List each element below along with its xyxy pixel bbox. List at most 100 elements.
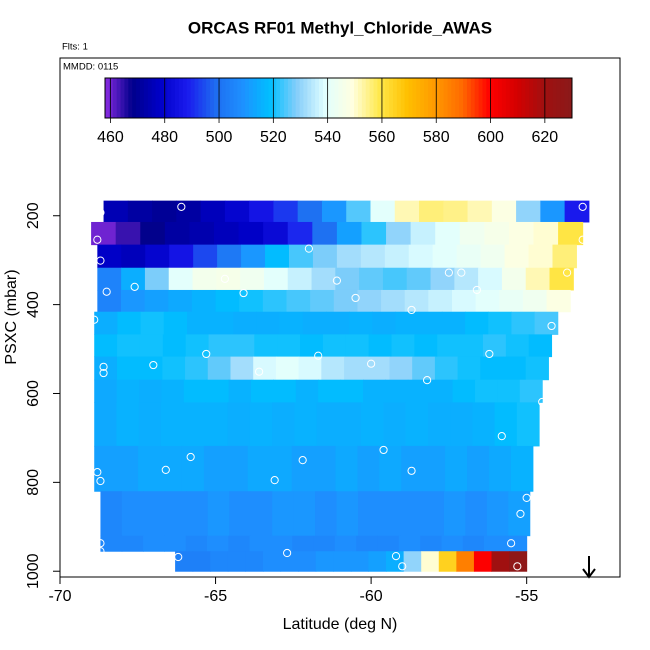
sample-point [457,268,466,277]
heat-cell [127,200,153,223]
sample-point [96,547,105,556]
colorbar-swatch [400,78,406,118]
heat-cell [357,289,382,313]
colorbar-swatch [455,78,460,118]
heat-cell [225,445,249,492]
heat-cell [534,311,559,335]
heat-cell [422,491,445,537]
heat-cell [491,551,510,572]
heat-cell [298,356,322,381]
heat-cell [116,356,141,381]
colorbar-swatch [342,78,347,118]
sample-point [423,376,432,385]
colorbar-swatch [396,78,402,118]
colorbar-swatch [521,78,526,118]
colorbar-swatch [151,78,157,118]
heat-cell [249,535,272,552]
sample-point [304,244,313,253]
heat-cell [245,551,264,572]
colorbar-swatch [128,78,133,118]
heat-cell [430,267,455,291]
heat-cell [97,267,122,291]
arrow [582,556,596,579]
heat-cell [313,445,336,492]
heat-cell [272,491,295,537]
heat-cell [384,244,410,269]
heat-cell [423,445,446,492]
heat-cell [499,289,524,313]
heat-cell [383,402,407,447]
heat-cell [552,244,577,269]
sample-point [563,268,572,277]
colorbar-swatch [451,78,456,118]
heat-cell [484,535,506,552]
colorbar-tick-label: 500 [206,129,233,146]
heat-cell [297,200,323,223]
colorbar-tick-label: 600 [477,129,504,146]
heat-cell [465,491,488,537]
heat-cell [160,445,183,492]
sample-point [161,465,170,475]
colorbar-swatch [264,78,269,118]
colorbar-swatch [509,78,515,118]
heat-cell [379,445,402,492]
heat-cell [163,311,188,335]
colorbar-swatch [124,78,129,118]
heat-cell [467,200,493,223]
heat-cell [192,267,217,291]
colorbar-swatch [241,78,246,118]
colorbar-swatch [171,78,176,118]
heat-cell [475,289,500,313]
y-tick-label: 800 [25,469,42,496]
heat-cell [385,379,409,403]
heat-cell [229,491,252,537]
colorbar-swatch [276,78,281,118]
sample-point [578,202,587,211]
heat-cell [203,445,227,492]
colorbar-swatch [319,78,324,118]
colorbar-swatch [190,78,196,118]
colorbar-swatch [245,78,250,118]
colorbar-swatch [431,78,437,118]
sample-point [99,362,108,371]
heat-cell [94,402,117,447]
heat-cell [230,356,254,381]
heat-cell [138,402,162,447]
heat-cell [286,289,311,313]
heat-cell [145,244,170,269]
heat-cell [546,289,571,313]
heat-cell [273,200,299,223]
colorbar-swatch [272,78,277,118]
heat-cell [359,267,384,291]
heat-cell [441,535,464,552]
colorbar-swatch [206,78,211,118]
heat-cell [189,221,215,246]
colorbar-swatch [198,78,203,118]
heat-cell [326,311,350,335]
heat-cell [340,379,364,403]
sample-point [538,397,547,407]
heat-cell [478,267,503,291]
sample-point [391,552,401,561]
heat-cell [94,445,117,492]
colorbar-swatch [552,78,557,118]
heat-cell [287,267,313,291]
heat-cell [288,244,314,269]
heat-cell [233,311,257,335]
heat-cell [239,289,264,313]
colorbar-swatch [182,78,188,118]
heat-cell [361,221,387,246]
heat-cell [336,244,362,269]
chart-title: ORCAS RF01 Methyl_Chloride_AWAS [188,18,492,37]
colorbar-swatch [322,78,328,118]
heat-cell [293,491,316,537]
heat-cell [511,311,536,335]
sample-point [202,349,211,359]
colorbar-swatch [108,78,114,118]
heat-cell [143,491,166,537]
heat-cell [501,267,527,291]
colorbar-swatch [420,78,425,118]
heat-cell [509,551,528,572]
heat-cell [224,200,250,223]
